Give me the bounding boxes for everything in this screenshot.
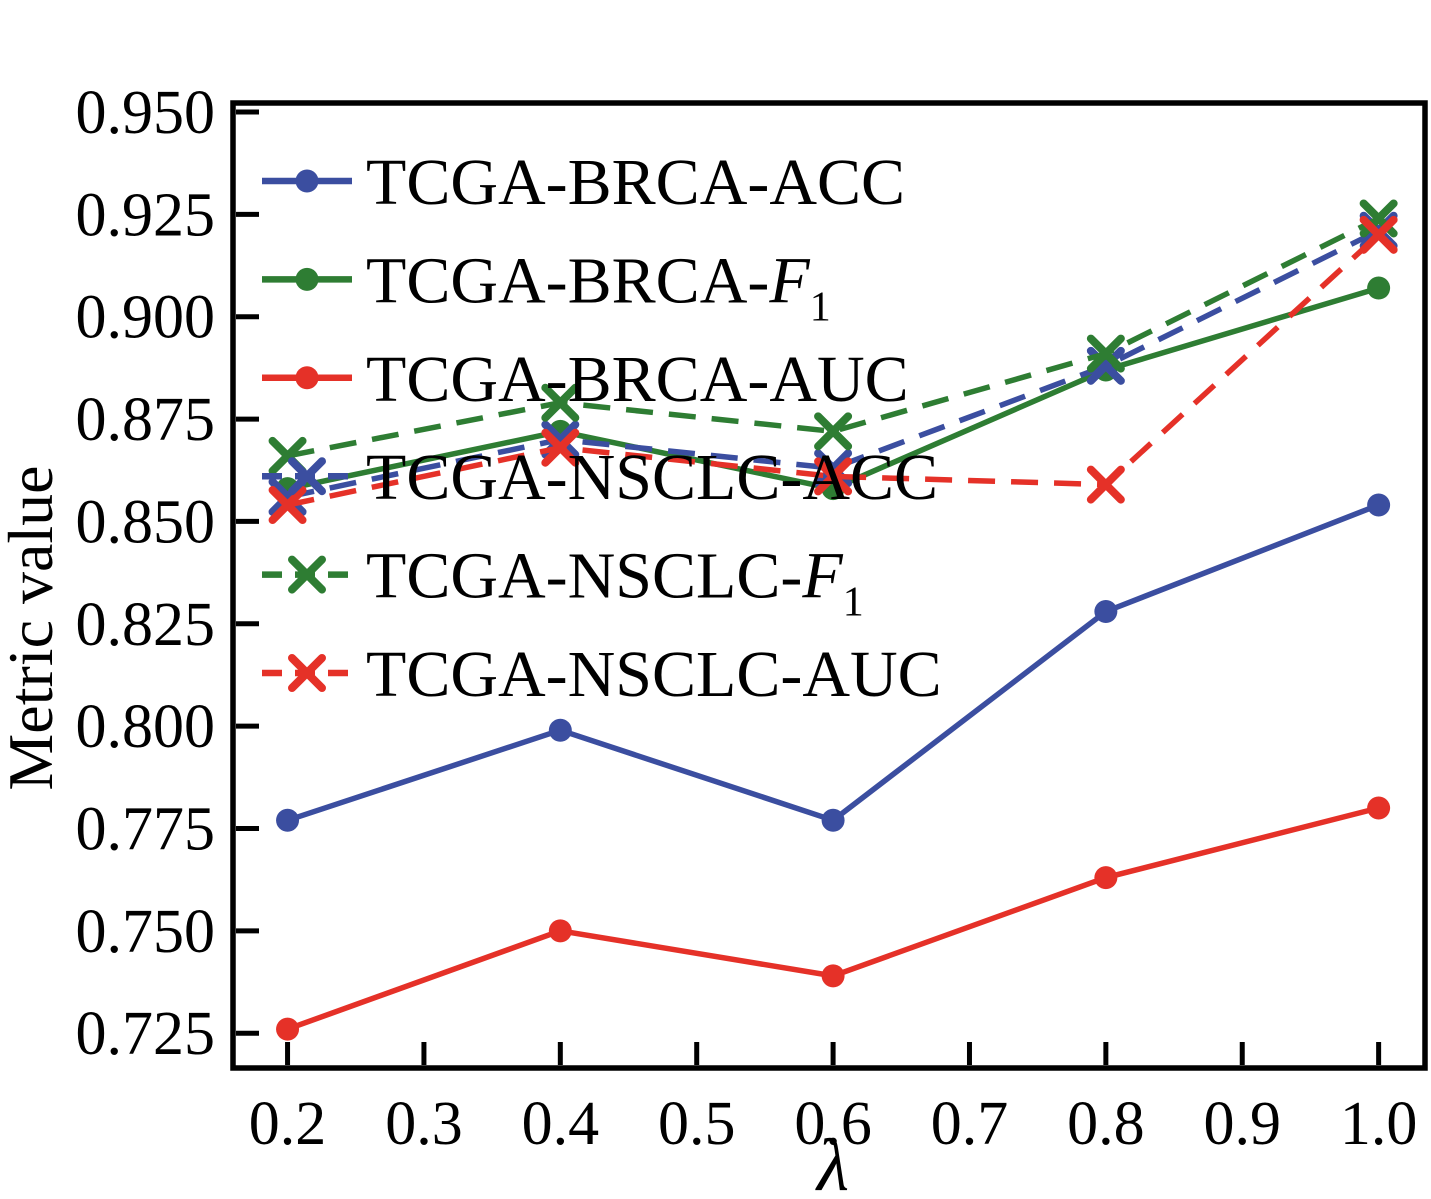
- marker-circle: [276, 1017, 300, 1041]
- marker-circle: [276, 808, 300, 832]
- marker-x: [288, 555, 326, 594]
- marker-circle: [1367, 493, 1391, 517]
- x-tick-label: 0.5: [658, 1090, 736, 1158]
- x-tick-label: 0.6: [794, 1090, 872, 1158]
- x-tick-label: 0.7: [931, 1090, 1009, 1158]
- legend-item-tcga-nsclc-auc: TCGA-NSCLC-AUC: [262, 638, 942, 711]
- marker-circle: [548, 718, 572, 742]
- legend-item-tcga-brca-acc: TCGA-BRCA-ACC: [262, 146, 905, 219]
- x-tick-label: 1.0: [1340, 1090, 1418, 1158]
- y-tick-label: 0.925: [76, 181, 216, 249]
- plot-layer: 0.2 0.3 0.4 0.5 0.6 0.7 0.8 0.9 1.0 0.725 0.750 0.7…: [76, 79, 1428, 1158]
- series-line-tcga-nsclc-acc: [287, 228, 1380, 500]
- marker-circle: [1367, 796, 1391, 820]
- marker-circle: [295, 267, 319, 291]
- marker-circle: [1094, 866, 1118, 890]
- marker-x: [288, 457, 326, 496]
- x-tick-label: 0.9: [1203, 1090, 1281, 1158]
- marker-circle: [821, 808, 845, 832]
- marker-x: [1086, 465, 1125, 504]
- legend-item-tcga-brca-auc: TCGA-BRCA-AUC: [262, 343, 909, 416]
- y-tick-label: 0.950: [76, 79, 216, 147]
- legend-item-tcga-brca-f1: TCGA-BRCA-F1: [262, 244, 831, 330]
- series-tcga-nsclc-f1: [268, 199, 1398, 475]
- marker-circle: [295, 366, 319, 390]
- marker-circle: [821, 964, 845, 988]
- marker-x: [541, 383, 580, 422]
- x-tick-label: 0.3: [385, 1090, 463, 1158]
- x-tick-label: 0.2: [249, 1090, 327, 1158]
- series-tcga-nsclc-auc: [268, 215, 1398, 525]
- y-axis-title: Metric value: [0, 465, 66, 790]
- marker-x: [288, 654, 326, 692]
- marker-circle: [1094, 599, 1118, 623]
- y-tick-label: 0.825: [76, 591, 216, 659]
- legend-item-tcga-nsclc-f1: TCGA-NSCLC-F1: [262, 540, 864, 626]
- marker-x: [268, 486, 307, 525]
- y-tick-label: 0.725: [76, 1000, 216, 1068]
- x-tick-label: 0.4: [522, 1090, 600, 1158]
- marker-x: [1086, 334, 1125, 373]
- marker-x: [814, 412, 853, 451]
- y-tick-label: 0.800: [76, 693, 216, 761]
- marker-circle: [548, 919, 572, 943]
- legend-item-tcga-nsclc-acc: TCGA-NSCLC-ACC: [262, 441, 938, 514]
- marker-x: [814, 457, 853, 496]
- y-tick-label: 0.900: [76, 284, 216, 352]
- series-tcga-brca-auc: [276, 796, 1391, 1041]
- series-line-tcga-nsclc-f1: [287, 216, 1380, 459]
- marker-x: [1359, 215, 1398, 254]
- plot-border: [230, 100, 1428, 1071]
- legend-label: TCGA-NSCLC-AUC: [366, 638, 942, 711]
- series-line-tcga-brca-auc: [286, 805, 1380, 1032]
- y-tick-label: 0.850: [76, 488, 216, 556]
- legend-label: TCGA-NSCLC-F1: [366, 540, 864, 626]
- y-tick-label: 0.750: [76, 898, 216, 966]
- y-tick-label: 0.875: [76, 386, 216, 454]
- series-tcga-brca-acc: [276, 493, 1391, 832]
- series-line-tcga-nsclc-auc: [287, 232, 1381, 508]
- y-tick-label: 0.775: [76, 795, 216, 863]
- legend-label: TCGA-BRCA-ACC: [366, 146, 905, 219]
- marker-circle: [295, 169, 319, 193]
- legend-label: TCGA-BRCA-AUC: [366, 343, 909, 416]
- marker-circle: [1367, 276, 1391, 300]
- legend-label: TCGA-BRCA-F1: [366, 244, 831, 330]
- x-axis-title: λ: [815, 1125, 849, 1199]
- x-tick-label: 0.8: [1067, 1090, 1145, 1158]
- marker-x: [541, 428, 580, 467]
- legend-label: TCGA-NSCLC-ACC: [366, 441, 938, 514]
